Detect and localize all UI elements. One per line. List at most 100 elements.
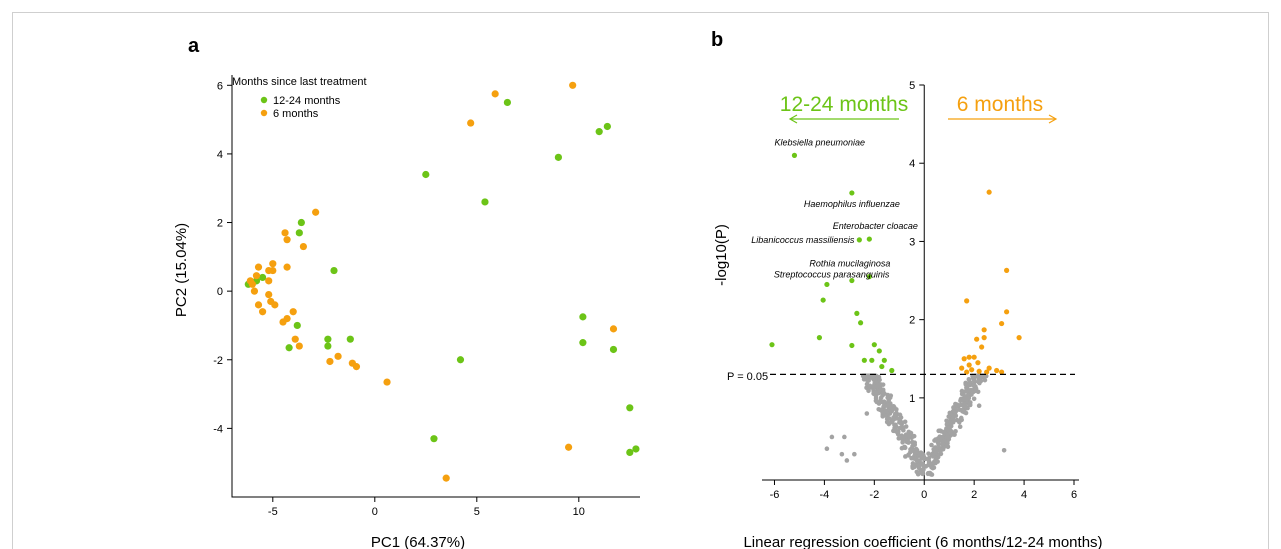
significant-point	[879, 363, 885, 370]
significant-point	[964, 298, 970, 304]
significant-point	[861, 357, 867, 363]
nonsignificant-point	[947, 410, 953, 416]
y-tick-label: -2	[213, 355, 223, 367]
nonsignificant-point	[958, 396, 964, 402]
significant-point	[871, 342, 877, 348]
significant-point	[791, 152, 798, 158]
significant-point	[966, 362, 972, 368]
significant-point	[849, 342, 855, 349]
y-tick-label: 2	[217, 218, 223, 230]
data-point	[299, 242, 307, 251]
significant-point	[974, 336, 980, 342]
data-point	[326, 357, 334, 366]
x-tick-label: -4	[820, 489, 830, 501]
y-tick-label: 0	[217, 286, 223, 298]
nonsignificant-point	[909, 455, 914, 461]
significant-point	[971, 354, 977, 360]
nonsignificant-point	[886, 416, 892, 421]
panel-b-label: b	[711, 29, 723, 51]
significant-point	[816, 335, 823, 341]
nonsignificant-point	[842, 434, 847, 440]
data-point	[269, 260, 277, 268]
nonsignificant-point	[914, 458, 920, 464]
nonsignificant-point	[946, 428, 952, 433]
x-tick-label: -5	[268, 506, 278, 518]
data-point	[609, 325, 618, 333]
nonsignificant-point	[883, 409, 889, 415]
nonsignificant-point	[913, 462, 919, 468]
data-point	[626, 448, 634, 456]
nonsignificant-point	[957, 424, 963, 429]
data-point	[565, 443, 573, 451]
data-point	[383, 378, 391, 386]
panel-b-annotations: Klebsiella pneumoniae Haemophilus influen…	[751, 137, 918, 279]
data-point	[289, 308, 297, 316]
panel-b-nonsignificant-points	[824, 373, 1007, 477]
nonsignificant-point	[936, 428, 941, 434]
nonsignificant-point	[910, 443, 915, 449]
nonsignificant-point	[891, 416, 897, 422]
nonsignificant-point	[976, 379, 981, 385]
nonsignificant-point	[1001, 447, 1007, 453]
significant-point	[994, 367, 1000, 374]
data-point	[626, 404, 634, 412]
nonsignificant-point	[912, 450, 918, 456]
nonsignificant-point	[866, 388, 871, 394]
x-tick-label: 2	[971, 489, 977, 501]
legend-title: Months since last treatment	[232, 76, 367, 88]
nonsignificant-point	[898, 420, 904, 426]
nonsignificant-point	[900, 437, 906, 442]
panel-a-axes	[231, 75, 640, 498]
nonsignificant-point	[824, 446, 830, 452]
right-direction-arrow	[948, 114, 1058, 124]
nonsignificant-point	[923, 464, 929, 469]
species-annotation: Klebsiella pneumoniae	[774, 137, 865, 147]
nonsignificant-point	[954, 402, 960, 407]
x-tick-label: 0	[921, 489, 927, 501]
significant-point	[849, 190, 855, 196]
significant-point	[959, 365, 965, 371]
nonsignificant-point	[935, 459, 940, 464]
x-tick-label: 5	[474, 506, 480, 518]
data-point	[330, 266, 338, 275]
data-point	[632, 445, 640, 453]
nonsignificant-point	[920, 461, 925, 466]
nonsignificant-point	[864, 411, 870, 416]
figure-frame	[12, 12, 1269, 549]
data-point	[283, 236, 291, 244]
y-tick-label: -4	[213, 423, 223, 435]
nonsignificant-point	[880, 382, 886, 387]
nonsignificant-point	[886, 402, 891, 408]
nonsignificant-point	[913, 446, 919, 452]
panel-a-label: a	[188, 35, 200, 57]
nonsignificant-point	[886, 421, 892, 427]
nonsignificant-point	[957, 407, 962, 412]
data-point	[285, 344, 293, 352]
x-tick-label: 10	[573, 506, 585, 518]
data-point	[609, 345, 618, 354]
x-tick-label: 4	[1021, 489, 1027, 501]
nonsignificant-point	[873, 390, 879, 396]
panel-b-y-axis-label: -log10(P)	[713, 224, 730, 286]
nonsignificant-point	[932, 438, 937, 443]
nonsignificant-point	[971, 396, 977, 402]
x-tick-label: -2	[869, 489, 879, 501]
nonsignificant-point	[951, 413, 956, 418]
y-tick-label: 2	[909, 315, 915, 327]
significant-point	[820, 297, 826, 303]
significant-point	[999, 320, 1005, 327]
species-annotation: Rothia mucilaginosa	[809, 259, 890, 269]
significant-point	[976, 368, 982, 374]
data-point	[579, 339, 587, 347]
significant-point	[881, 357, 887, 363]
x-tick-label: -6	[770, 489, 780, 501]
nonsignificant-point	[959, 388, 965, 394]
nonsignificant-point	[937, 434, 943, 439]
nonsignificant-point	[968, 400, 973, 405]
significant-point	[981, 327, 987, 333]
data-point	[422, 170, 430, 179]
significant-point	[889, 367, 895, 374]
significant-point	[969, 367, 975, 373]
data-point	[265, 266, 273, 275]
